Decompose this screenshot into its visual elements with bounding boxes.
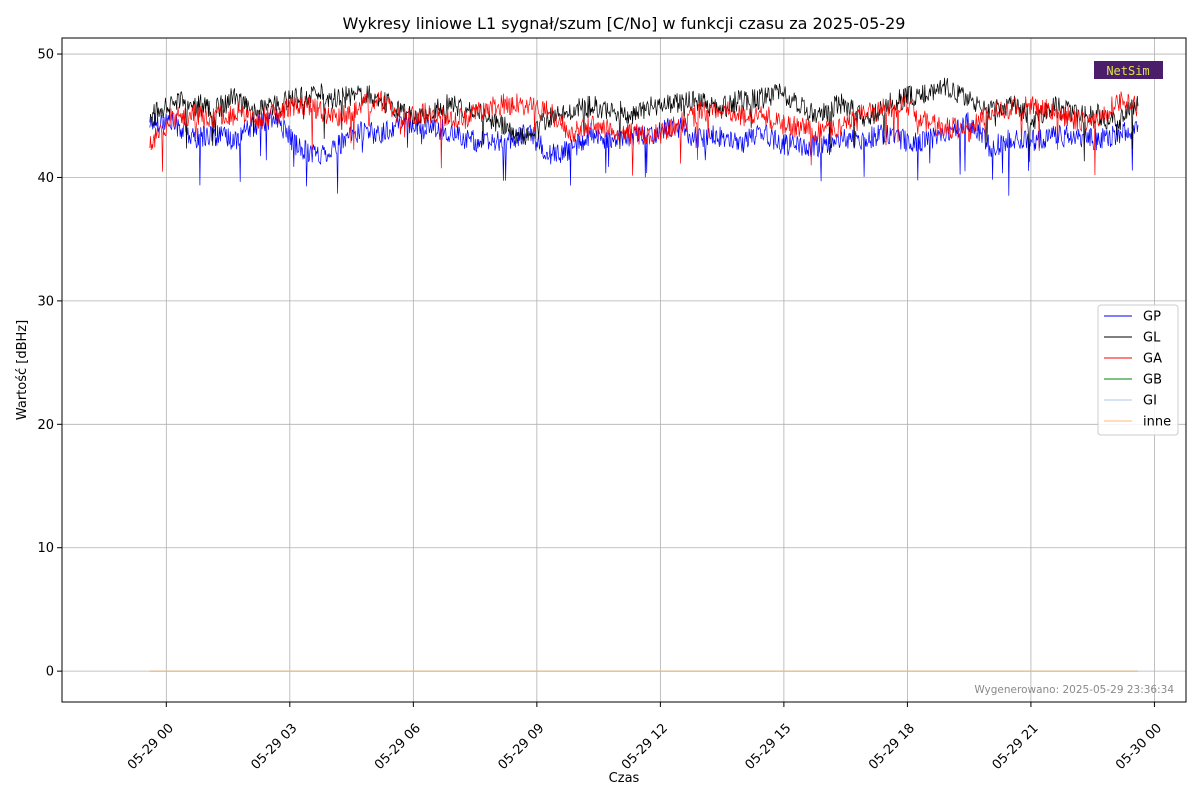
y-axis-label: Wartość [dBHz]: [15, 320, 30, 420]
x-ticks: 05-29 00 05-29 03 05-29 06 05-29 09 05-29 12…: [125, 702, 1165, 773]
y-tick-label: 0: [46, 665, 54, 680]
x-tick-label: 05-29 15: [743, 721, 795, 773]
x-tick-label: 05-29 18: [866, 721, 918, 773]
series-group: [149, 77, 1139, 672]
y-tick-label: 20: [37, 418, 54, 433]
series-line-GP: [149, 108, 1139, 196]
legend-label-inne: inne: [1143, 415, 1171, 430]
x-tick-label: 05-29 06: [372, 721, 424, 773]
legend: GP GL GA GB GI inne: [1097, 304, 1179, 436]
x-axis-label: Czas: [609, 771, 640, 786]
legend-label-GL: GL: [1143, 331, 1161, 346]
x-tick-label: 05-29 03: [248, 721, 300, 773]
x-tick-label: 05-30 00: [1113, 721, 1165, 773]
y-tick-label: 10: [37, 541, 54, 556]
x-tick-label: 05-29 21: [990, 721, 1042, 773]
logo-text: NetSim: [1106, 64, 1149, 78]
legend-label-GA: GA: [1143, 352, 1162, 367]
generated-timestamp: Wygenerowano: 2025-05-29 23:36:34: [974, 684, 1174, 696]
logo: NetSim: [1094, 61, 1163, 79]
x-tick-label: 05-29 09: [495, 721, 547, 773]
series-line-GL: [149, 77, 1139, 162]
x-tick-label: 05-29 00: [125, 721, 177, 773]
plot-frame: [61, 37, 1187, 703]
y-ticks: 0 10 20 30 40 50: [37, 48, 62, 680]
legend-label-GI: GI: [1143, 394, 1157, 409]
series-line-GA: [149, 90, 1139, 176]
legend-label-GP: GP: [1143, 310, 1161, 325]
y-tick-label: 40: [37, 171, 54, 186]
y-tick-label: 50: [37, 48, 54, 63]
y-tick-label: 30: [37, 294, 54, 309]
x-tick-label: 05-29 12: [619, 721, 671, 773]
legend-label-GB: GB: [1143, 373, 1162, 388]
chart-title: Wykresy liniowe L1 sygnał/szum [C/No] w …: [343, 14, 906, 33]
